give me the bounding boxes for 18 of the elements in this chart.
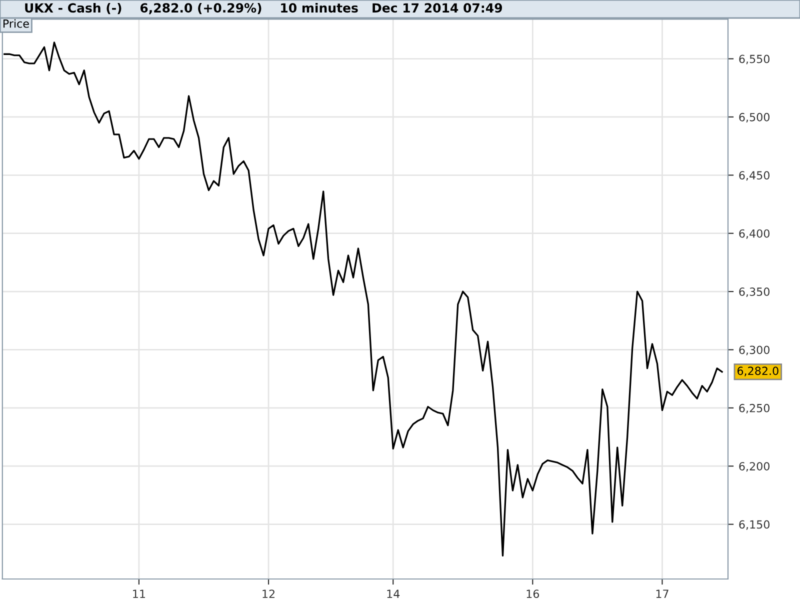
y-tick-label: 6,150 xyxy=(739,520,770,530)
x-tick-label: 16 xyxy=(526,590,540,598)
y-tick-label: 6,450 xyxy=(739,171,770,181)
y-tick-label: 6,350 xyxy=(739,288,770,298)
y-tick-label: 6,500 xyxy=(739,112,770,122)
y-tick-label: 6,200 xyxy=(739,462,770,472)
line-series xyxy=(4,42,723,557)
x-tick-label: 11 xyxy=(133,590,145,598)
x-tick-label: 12 xyxy=(262,590,274,598)
y-tick-label: 6,300 xyxy=(739,346,770,356)
y-tick-label: 6,400 xyxy=(739,229,770,239)
y-tick-label: 6,250 xyxy=(739,404,770,414)
chart-title: UKX - Cash (-) 6,282.0 (+0.29%) 10 minutes Dec 17 2014 07:49 xyxy=(25,2,502,14)
x-tick-label: 14 xyxy=(387,590,400,598)
y-tick-label: 6,550 xyxy=(739,54,770,64)
annotation: Price xyxy=(3,19,29,28)
x-tick-label: 17 xyxy=(656,590,668,598)
text: 6,282.0 xyxy=(737,366,778,376)
